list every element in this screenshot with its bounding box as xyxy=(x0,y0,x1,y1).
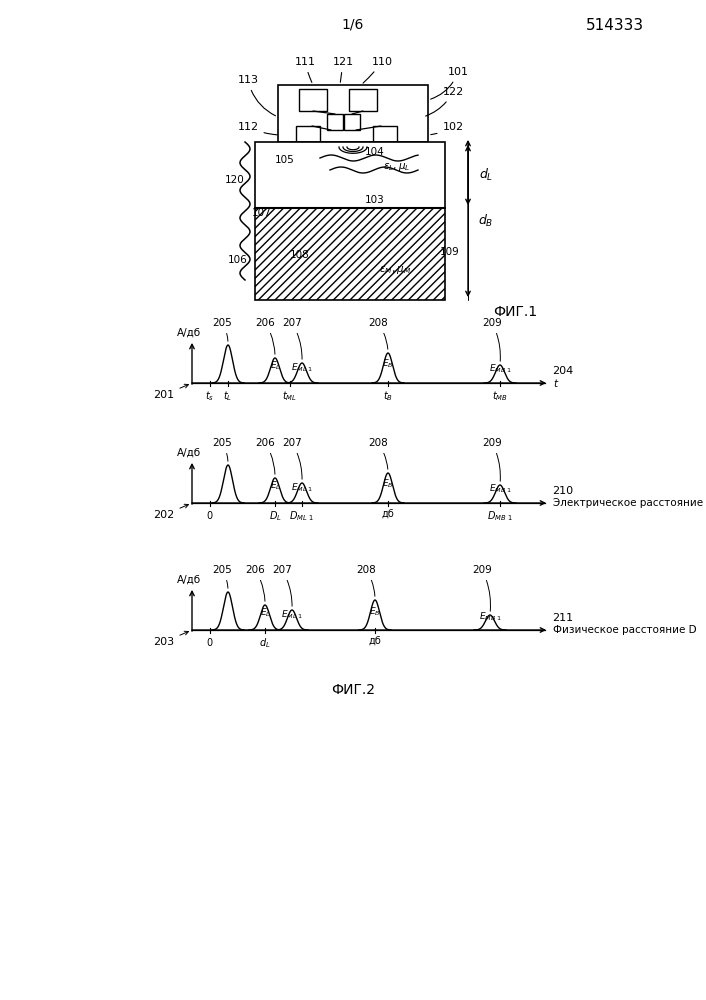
Text: $E_{ML\ 1}$: $E_{ML\ 1}$ xyxy=(281,608,303,621)
Text: Физическое расстояние D: Физическое расстояние D xyxy=(553,625,697,635)
Text: 1/6: 1/6 xyxy=(342,18,364,32)
Text: $E_B$: $E_B$ xyxy=(382,358,394,370)
Text: $d_L$: $d_L$ xyxy=(259,636,271,650)
Text: $d_B$: $d_B$ xyxy=(478,213,493,229)
Text: $E_{MB\ 1}$: $E_{MB\ 1}$ xyxy=(479,610,501,623)
Text: 121: 121 xyxy=(333,57,354,82)
Bar xyxy=(278,85,428,142)
Text: 111: 111 xyxy=(294,57,316,82)
Text: 208: 208 xyxy=(356,565,376,596)
Text: $E_L$: $E_L$ xyxy=(270,480,280,492)
Text: 109: 109 xyxy=(440,247,460,257)
Text: 120: 120 xyxy=(225,175,245,185)
Text: 122: 122 xyxy=(426,87,464,116)
Bar xyxy=(255,208,445,300)
Text: 514333: 514333 xyxy=(586,17,644,32)
Text: $E_L$: $E_L$ xyxy=(260,607,270,619)
Text: $0$: $0$ xyxy=(206,509,214,521)
Bar xyxy=(344,114,360,130)
Text: 106: 106 xyxy=(228,255,248,265)
Text: 206: 206 xyxy=(255,438,275,474)
Text: $D_L$: $D_L$ xyxy=(268,509,282,523)
Text: 101: 101 xyxy=(431,67,469,99)
Text: 207: 207 xyxy=(272,565,292,606)
Text: $t_s$: $t_s$ xyxy=(205,389,215,403)
Text: $E_L$: $E_L$ xyxy=(270,360,280,372)
Text: Электрическое расстояние D: Электрическое расстояние D xyxy=(553,498,706,508)
Text: 110: 110 xyxy=(363,57,393,83)
Text: 207: 207 xyxy=(282,438,302,479)
Text: 205: 205 xyxy=(212,438,232,461)
Text: $t_{MB}$: $t_{MB}$ xyxy=(492,389,508,403)
Text: 201: 201 xyxy=(153,384,189,400)
Text: ФИГ.1: ФИГ.1 xyxy=(493,305,537,319)
Text: $D_{ML\ 1}$: $D_{ML\ 1}$ xyxy=(289,509,314,523)
Text: А/дб: А/дб xyxy=(177,448,201,458)
Text: А/дб: А/дб xyxy=(177,575,201,585)
Text: $E_{MB\ 1}$: $E_{MB\ 1}$ xyxy=(489,482,511,495)
Text: $t_B$: $t_B$ xyxy=(383,389,393,403)
Bar xyxy=(327,114,343,130)
Text: $E_{ML\ 1}$: $E_{ML\ 1}$ xyxy=(291,482,313,494)
Text: 206: 206 xyxy=(255,318,275,354)
Text: 108: 108 xyxy=(290,250,310,260)
Text: 103: 103 xyxy=(365,195,385,205)
Text: 209: 209 xyxy=(482,318,502,361)
Text: 210: 210 xyxy=(552,486,573,496)
Text: 206: 206 xyxy=(245,565,265,601)
Text: 207: 207 xyxy=(282,318,302,359)
Text: 208: 208 xyxy=(368,438,388,469)
Text: 211: 211 xyxy=(552,613,573,623)
Text: 209: 209 xyxy=(472,565,492,611)
Bar xyxy=(296,126,320,144)
Text: 203: 203 xyxy=(153,631,189,647)
Text: $d_L$: $d_L$ xyxy=(479,167,493,183)
Text: $t_L$: $t_L$ xyxy=(223,389,232,403)
Bar xyxy=(255,142,445,208)
Text: ФИГ.2: ФИГ.2 xyxy=(331,683,375,697)
Text: 205: 205 xyxy=(212,318,232,341)
Text: $t$: $t$ xyxy=(553,377,559,389)
Text: $E_B$: $E_B$ xyxy=(369,605,381,617)
Text: $t_{ML}$: $t_{ML}$ xyxy=(282,389,297,403)
Text: 204: 204 xyxy=(552,366,573,376)
Text: 209: 209 xyxy=(482,438,502,481)
Text: 202: 202 xyxy=(153,504,189,520)
Text: $E_{ML\ 1}$: $E_{ML\ 1}$ xyxy=(291,361,313,374)
Text: дб: дб xyxy=(381,509,395,519)
Bar xyxy=(349,89,377,111)
Text: 208: 208 xyxy=(368,318,388,349)
Text: $E_{MB\ 1}$: $E_{MB\ 1}$ xyxy=(489,362,511,375)
Text: дб: дб xyxy=(369,636,381,646)
Text: $\varepsilon_L,\mu_L$: $\varepsilon_L,\mu_L$ xyxy=(383,161,411,173)
Text: 112: 112 xyxy=(237,122,277,135)
Text: $D_{MB\ 1}$: $D_{MB\ 1}$ xyxy=(487,509,513,523)
Bar xyxy=(299,89,327,111)
Text: $\varepsilon_M,\mu_M$: $\varepsilon_M,\mu_M$ xyxy=(379,264,411,276)
Text: 205: 205 xyxy=(212,565,232,588)
Text: $E_B$: $E_B$ xyxy=(382,478,394,490)
Text: $0$: $0$ xyxy=(206,636,214,648)
Text: 102: 102 xyxy=(431,122,464,135)
Bar xyxy=(373,126,397,144)
Text: А/дб: А/дб xyxy=(177,328,201,338)
Text: 113: 113 xyxy=(237,75,275,116)
Text: 104: 104 xyxy=(365,147,385,157)
Text: 107: 107 xyxy=(252,208,272,218)
Text: 105: 105 xyxy=(275,155,295,165)
